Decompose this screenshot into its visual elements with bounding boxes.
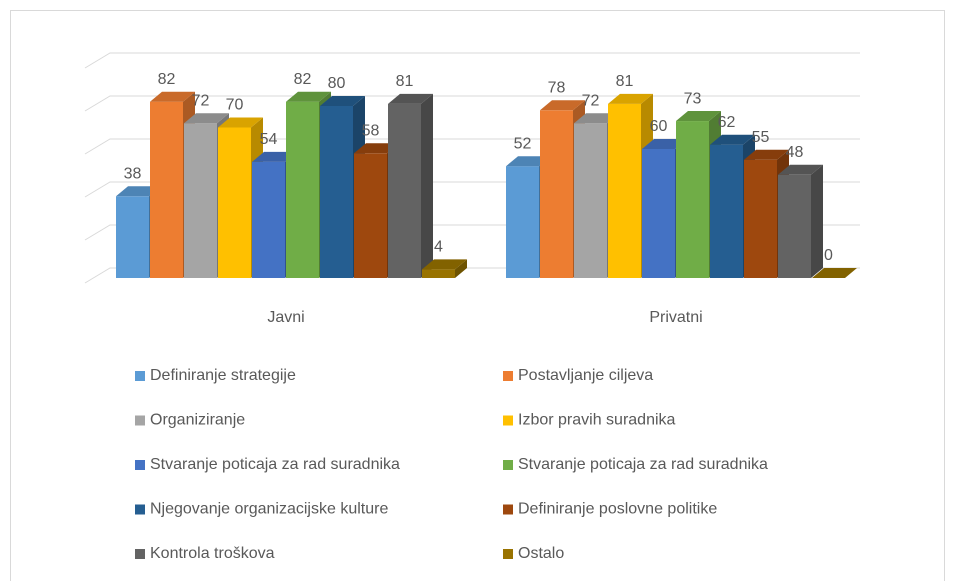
bar — [506, 166, 539, 278]
data-label: 54 — [260, 131, 278, 148]
legend-label: Kontrola troškova — [150, 545, 275, 562]
legend-swatch — [135, 504, 145, 515]
bar — [218, 127, 251, 278]
legend-swatch — [135, 549, 145, 559]
grid-line — [84, 95, 860, 112]
bar — [676, 121, 709, 278]
bar — [252, 161, 285, 278]
bar-top — [320, 96, 365, 106]
bar — [642, 149, 675, 278]
legend-swatch — [503, 504, 513, 515]
grid-line — [84, 52, 860, 69]
data-label: 58 — [362, 123, 380, 140]
legend-swatch — [503, 460, 513, 470]
bar — [320, 106, 353, 278]
bar-side — [811, 164, 823, 278]
legend-swatch — [135, 460, 145, 470]
bar — [778, 174, 811, 278]
legend-label: Definiranje strategije — [150, 367, 296, 384]
data-label: 70 — [226, 97, 244, 114]
bar-top — [540, 100, 585, 111]
data-label: 0 — [824, 247, 833, 264]
bar-top — [116, 186, 161, 197]
bar-top — [812, 268, 857, 278]
bar — [744, 159, 777, 278]
bar — [574, 123, 607, 278]
data-label: 78 — [548, 80, 566, 97]
bar-top — [574, 113, 619, 124]
x-tick-label: Privatni — [649, 309, 702, 326]
bar-top — [252, 151, 297, 162]
bar — [540, 110, 573, 278]
bar-top — [286, 91, 331, 102]
legend-label: Stvaranje poticaja za rad suradnika — [518, 456, 768, 473]
legend-swatch — [135, 415, 145, 426]
legend-swatch — [503, 371, 513, 381]
bar-top — [150, 91, 195, 102]
bar — [608, 103, 641, 278]
data-label: 81 — [396, 73, 414, 90]
bar — [286, 101, 319, 278]
bar — [150, 101, 183, 278]
legend-label: Njegovanje organizacijske kulture — [150, 501, 388, 518]
bar-top — [608, 93, 653, 104]
bar — [422, 269, 455, 278]
data-label: 4 — [434, 239, 443, 256]
bar-top — [354, 143, 399, 154]
bar — [388, 103, 421, 278]
legend-label: Stvaranje poticaja za rad suradnika — [150, 456, 400, 473]
data-label: 80 — [328, 75, 346, 92]
bar-top — [422, 259, 467, 270]
legend-label: Organiziranje — [150, 412, 245, 429]
legend-swatch — [503, 415, 513, 426]
bar-side — [421, 93, 433, 278]
bar-top — [642, 139, 687, 149]
data-label: 55 — [752, 129, 770, 146]
data-label: 82 — [158, 71, 176, 88]
legend-label: Ostalo — [518, 545, 564, 562]
legend-label: Definiranje poslovne politike — [518, 501, 717, 518]
bar-top — [744, 149, 789, 160]
bar-top — [710, 134, 755, 145]
data-label: 73 — [684, 90, 702, 107]
bar — [354, 153, 387, 278]
data-label: 81 — [616, 73, 634, 90]
data-label: 60 — [650, 118, 668, 135]
legend-label: Postavljanje ciljeva — [518, 367, 653, 384]
bar — [184, 123, 217, 278]
bar-side — [455, 259, 467, 278]
bar-top — [218, 117, 263, 128]
data-label: 82 — [294, 71, 312, 88]
bar — [116, 196, 149, 278]
bar-top — [506, 156, 551, 167]
legend-swatch — [135, 371, 145, 381]
data-label: 62 — [718, 114, 736, 131]
legend-swatch — [503, 549, 513, 559]
data-label: 52 — [514, 135, 532, 152]
x-tick-label: Javni — [267, 309, 304, 326]
bar-top — [184, 113, 229, 124]
bar-top — [676, 111, 721, 122]
data-label: 38 — [124, 166, 142, 183]
data-label: 48 — [786, 144, 804, 161]
data-label: 72 — [582, 92, 600, 109]
legend-label: Izbor pravih suradnika — [518, 412, 676, 429]
bar — [710, 144, 743, 278]
data-label: 72 — [192, 92, 210, 109]
bar-top — [778, 164, 823, 175]
bar-top — [388, 93, 433, 104]
